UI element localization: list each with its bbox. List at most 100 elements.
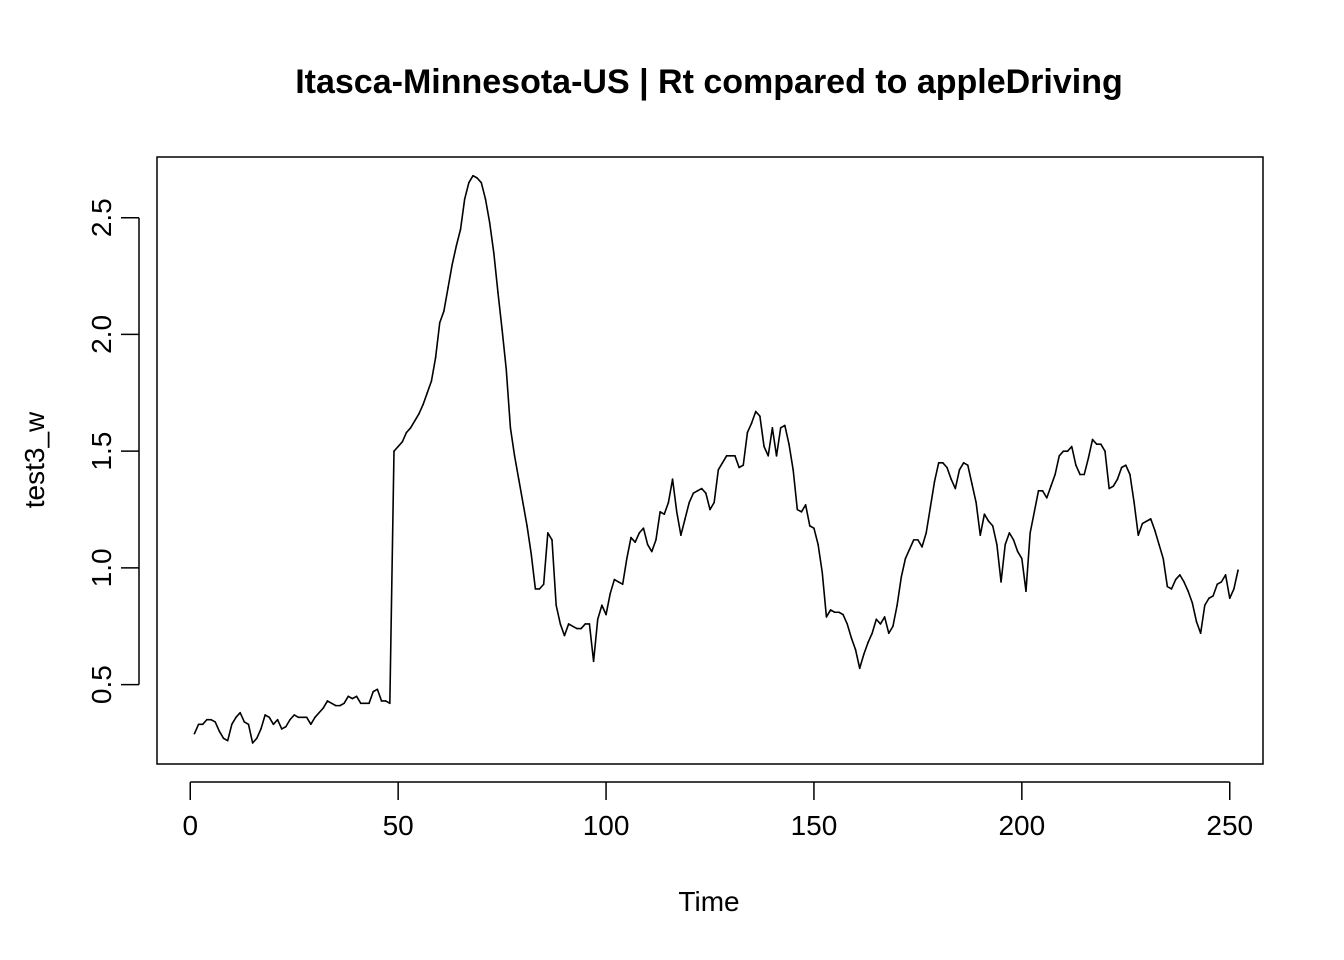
data-point (538, 588, 541, 590)
data-point (222, 737, 225, 740)
data-point (808, 525, 811, 527)
data-point (347, 695, 350, 698)
plot-frame (156, 156, 1264, 765)
data-point (1029, 532, 1031, 534)
data-point (380, 700, 383, 702)
data-point (892, 625, 894, 628)
data-point (700, 487, 703, 490)
data-point (642, 527, 645, 529)
data-point (480, 181, 483, 184)
data-point (671, 478, 674, 480)
data-point (750, 422, 753, 424)
data-point (409, 427, 412, 429)
data-point (201, 723, 204, 726)
data-point (1004, 543, 1007, 546)
data-point (1041, 490, 1044, 492)
data-point (293, 714, 296, 716)
data-point (255, 737, 258, 740)
data-point (468, 181, 470, 184)
data-point (1170, 588, 1173, 590)
data-point (314, 716, 316, 719)
data-point (921, 546, 923, 548)
y-tick-label: 1.0 (86, 548, 117, 587)
data-point (1137, 534, 1140, 537)
data-point (746, 431, 749, 434)
data-point (1141, 522, 1144, 525)
y-tick-label: 2.0 (86, 315, 117, 354)
data-point (900, 576, 903, 579)
data-point (842, 613, 844, 616)
data-point (966, 464, 969, 466)
data-point (1154, 529, 1156, 532)
data-point (551, 539, 553, 541)
data-point (717, 469, 720, 471)
data-point (1216, 583, 1219, 586)
data-point (1095, 443, 1098, 445)
data-point (434, 356, 437, 359)
data-point (364, 702, 366, 705)
data-point (276, 718, 279, 721)
data-point (596, 618, 599, 621)
x-tick-label: 50 (383, 810, 414, 841)
data-point (351, 697, 354, 700)
data-point (497, 291, 499, 294)
data-point (667, 501, 670, 504)
data-point (962, 462, 965, 464)
data-point (1233, 588, 1235, 590)
data-point (912, 539, 915, 541)
x-tick-label: 150 (791, 810, 838, 841)
data-point (1145, 520, 1148, 522)
data-point (235, 716, 237, 719)
data-point (301, 716, 304, 719)
data-point (488, 221, 491, 224)
data-point (310, 723, 312, 726)
data-point (784, 424, 786, 427)
data-point (501, 328, 503, 331)
data-point (1104, 450, 1106, 452)
data-point (779, 427, 782, 429)
data-point (322, 707, 325, 709)
data-point (829, 609, 832, 611)
data-point (447, 286, 449, 289)
data-point (675, 511, 678, 513)
x-axis: 0 50 100 150 200 250 (182, 781, 1253, 841)
data-point (547, 532, 549, 534)
data-point (509, 427, 512, 429)
data-point (1187, 590, 1189, 593)
data-point (713, 501, 715, 504)
data-point (576, 627, 578, 630)
data-point (630, 536, 632, 539)
data-point (476, 177, 478, 179)
data-point (646, 543, 649, 546)
data-point (580, 627, 582, 630)
data-point (368, 702, 370, 705)
data-point (1174, 578, 1177, 581)
data-point (613, 578, 616, 581)
data-point (696, 490, 699, 492)
data-point (492, 251, 495, 254)
data-point (1212, 595, 1214, 597)
data-point (339, 704, 341, 707)
data-point (534, 588, 537, 590)
data-point (1025, 590, 1027, 593)
data-point (867, 641, 869, 644)
data-point (584, 623, 587, 625)
data-point (443, 310, 445, 312)
data-point (264, 714, 266, 716)
data-point (218, 730, 221, 733)
data-point (1012, 539, 1015, 541)
data-point (1000, 581, 1002, 583)
data-point (231, 723, 233, 726)
data-point (243, 721, 246, 723)
data-point (1091, 438, 1094, 441)
data-point (318, 711, 320, 714)
data-point (937, 462, 940, 464)
data-point (771, 427, 774, 429)
data-point (767, 455, 770, 457)
data-point (401, 441, 404, 443)
data-point (1162, 557, 1165, 560)
data-point (883, 616, 886, 618)
data-point (742, 464, 745, 466)
data-point (1100, 443, 1102, 445)
data-point (1058, 455, 1061, 457)
